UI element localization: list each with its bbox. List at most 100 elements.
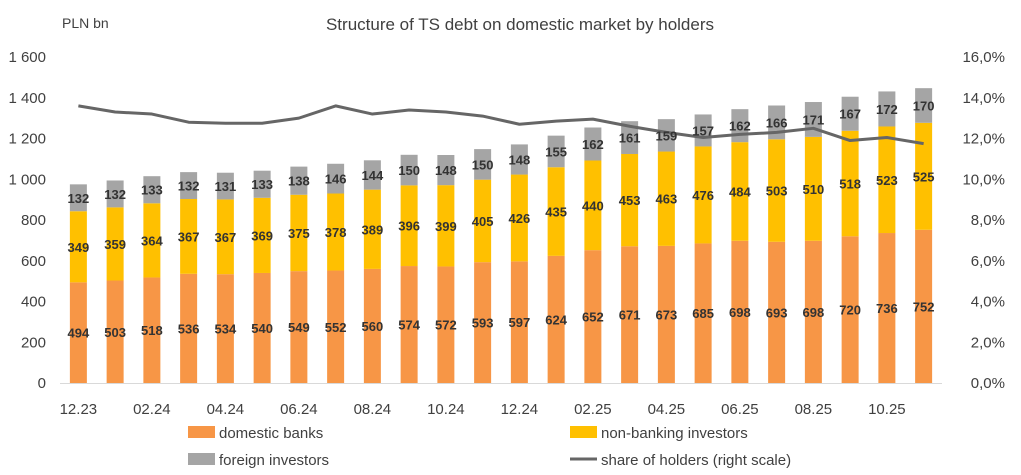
- bar-domestic-banks: [584, 250, 602, 383]
- x-tick-label: 10.24: [427, 401, 465, 418]
- data-label: 172: [876, 102, 898, 117]
- bar-domestic-banks: [621, 246, 639, 383]
- data-label: 494: [68, 326, 90, 341]
- bar-non-banking-investors: [510, 174, 528, 262]
- y-axis-right: 0,0% 2,0% 4,0% 6,0% 8,0% 10,0% 12,0% 14,0% 16,0%: [962, 49, 1005, 392]
- data-label: 720: [839, 303, 861, 318]
- data-label: 503: [766, 184, 788, 199]
- data-label: 463: [656, 192, 678, 207]
- y-tick-label: 0: [38, 375, 46, 392]
- bar-domestic-banks: [143, 277, 161, 383]
- legend-swatch: [188, 426, 215, 438]
- bar-domestic-banks: [400, 266, 418, 383]
- data-label: 389: [362, 222, 384, 237]
- data-label: 518: [141, 323, 163, 338]
- data-label: 540: [251, 321, 273, 336]
- data-label: 367: [215, 230, 237, 245]
- share-line-series: [78, 104, 924, 146]
- x-tick-label: 10.25: [868, 401, 906, 418]
- bar-foreign-investors: [841, 96, 859, 131]
- data-label: 157: [692, 123, 714, 138]
- data-label: 549: [288, 320, 310, 335]
- data-label: 138: [288, 174, 310, 189]
- data-label: 440: [582, 198, 604, 213]
- data-label: 167: [839, 107, 861, 122]
- data-label: 133: [141, 183, 163, 198]
- data-label: 673: [656, 307, 678, 322]
- x-tick-label: 08.25: [795, 401, 833, 418]
- data-label: 752: [913, 299, 935, 314]
- bar-non-banking-investors: [657, 151, 675, 246]
- data-label: 166: [766, 115, 788, 130]
- bar-foreign-investors: [69, 184, 87, 212]
- bar-domestic-banks: [510, 261, 528, 383]
- data-label: 150: [398, 163, 420, 178]
- data-label: 349: [68, 240, 90, 255]
- y2-tick-label: 12,0%: [962, 131, 1005, 148]
- bar-domestic-banks: [768, 241, 786, 383]
- bar-non-banking-investors: [547, 167, 565, 256]
- data-label: 144: [362, 168, 384, 183]
- y-tick-label: 1 200: [8, 131, 46, 148]
- y2-tick-label: 16,0%: [962, 49, 1005, 66]
- legend-swatch: [570, 426, 597, 438]
- bar-foreign-investors: [180, 172, 198, 200]
- share-line: [78, 104, 924, 146]
- data-label: 624: [545, 312, 567, 327]
- bar-non-banking-investors: [216, 199, 234, 275]
- data-label: 375: [288, 226, 310, 241]
- data-label: 148: [509, 152, 531, 167]
- bar-foreign-investors: [878, 91, 896, 127]
- data-label: 426: [509, 211, 531, 226]
- x-axis: 12.23 02.24 04.24 06.24 08.24 10.24 12.24 02.25…: [60, 401, 906, 418]
- bar-foreign-investors: [915, 88, 933, 123]
- data-label: 574: [398, 318, 420, 333]
- bar-domestic-banks: [106, 280, 124, 383]
- data-label: 131: [215, 179, 237, 194]
- data-label: 671: [619, 308, 641, 323]
- data-label: 132: [178, 179, 200, 194]
- x-tick-label: 12.23: [60, 401, 98, 418]
- y-tick-label: 400: [21, 294, 46, 311]
- data-label: 399: [435, 219, 457, 234]
- bar-non-banking-investors: [878, 126, 896, 234]
- data-label: 736: [876, 301, 898, 316]
- bar-non-banking-investors: [841, 130, 859, 237]
- bar-domestic-banks: [804, 240, 822, 383]
- data-label: 132: [104, 187, 126, 202]
- bar-domestic-banks: [437, 266, 455, 383]
- data-label: 150: [472, 157, 494, 172]
- y2-tick-label: 2,0%: [971, 334, 1005, 351]
- data-label: 133: [251, 177, 273, 192]
- bar-non-banking-investors: [69, 211, 87, 283]
- bar-domestic-banks: [327, 270, 345, 383]
- data-label: 652: [582, 310, 604, 325]
- bar-non-banking-investors: [437, 185, 455, 267]
- data-label: 367: [178, 229, 200, 244]
- data-label: 170: [913, 98, 935, 113]
- data-label: 162: [729, 119, 751, 134]
- bar-non-banking-investors: [400, 185, 418, 267]
- legend-swatch: [188, 453, 215, 465]
- y-tick-label: 600: [21, 253, 46, 270]
- chart-title: Structure of TS debt on domestic market …: [326, 15, 714, 34]
- bar-non-banking-investors: [474, 179, 492, 263]
- y2-tick-label: 6,0%: [971, 253, 1005, 270]
- legend-label: foreign investors: [219, 452, 329, 469]
- data-label: 560: [362, 319, 384, 334]
- bar-domestic-banks: [290, 271, 308, 383]
- data-label: 698: [803, 305, 825, 320]
- data-label: 510: [803, 182, 825, 197]
- bar-foreign-investors: [143, 176, 161, 204]
- x-tick-label: 08.24: [354, 401, 392, 418]
- data-label: 359: [104, 237, 126, 252]
- data-label: 523: [876, 173, 898, 188]
- bar-non-banking-investors: [584, 160, 602, 251]
- bar-foreign-investors: [253, 170, 271, 198]
- data-label: 364: [141, 233, 163, 248]
- data-label: 148: [435, 163, 457, 178]
- bar-foreign-investors: [327, 163, 345, 194]
- bar-domestic-banks: [878, 233, 896, 383]
- bar-domestic-banks: [657, 245, 675, 383]
